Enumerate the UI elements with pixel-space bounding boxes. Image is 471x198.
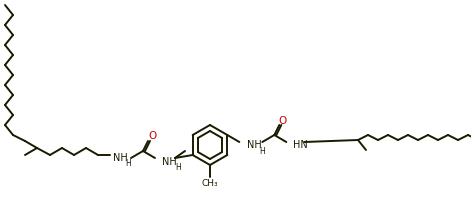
Text: H: H (175, 164, 181, 172)
Text: CH₃: CH₃ (202, 179, 219, 188)
Text: H: H (260, 147, 265, 155)
Text: NH: NH (162, 157, 177, 167)
Text: NH: NH (247, 140, 262, 150)
Text: O: O (148, 131, 156, 141)
Text: NH: NH (113, 153, 127, 163)
Text: H: H (125, 160, 131, 168)
Text: HN: HN (293, 140, 308, 150)
Text: O: O (278, 116, 286, 126)
